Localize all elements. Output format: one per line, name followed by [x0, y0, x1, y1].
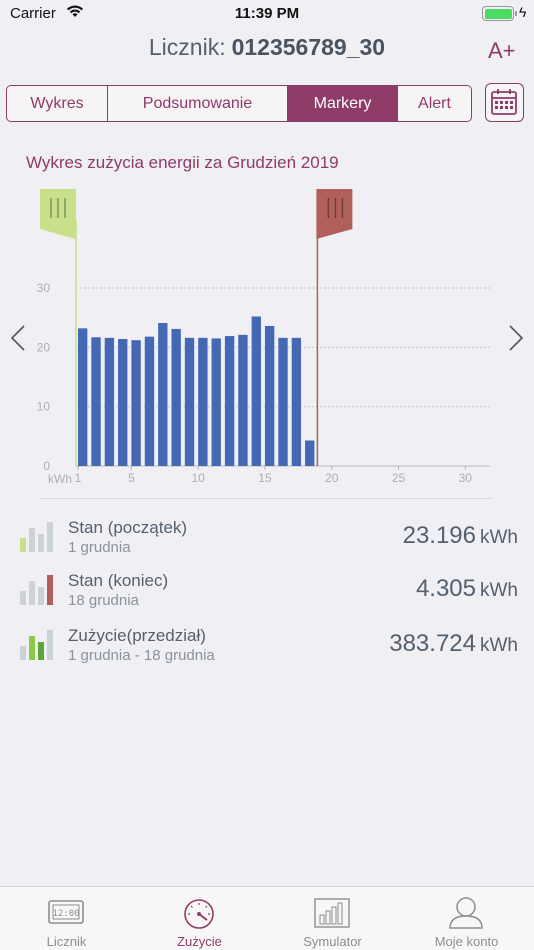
chevron-left-icon[interactable] — [10, 325, 25, 351]
bar-day-5 — [131, 340, 141, 466]
charging-icon: ϟ — [519, 4, 527, 20]
calendar-icon — [491, 89, 517, 115]
marker-flag-end[interactable] — [316, 189, 353, 239]
stat-value: 23.196 kWh — [402, 522, 518, 549]
tabbar-item-symulator[interactable]: Symulator — [266, 887, 399, 950]
bar-day-9 — [184, 337, 195, 466]
speedometer-icon — [184, 899, 214, 929]
bar-day-12 — [224, 336, 235, 466]
x-tick-label: 15 — [258, 471, 272, 485]
y-tick-label: 10 — [37, 400, 51, 414]
bar-day-15 — [264, 325, 275, 466]
bar-day-13 — [238, 334, 248, 466]
x-tick-label: 10 — [192, 471, 206, 485]
bar-day-8 — [171, 328, 181, 466]
stat-title: Zużycie(przedział) — [68, 626, 206, 645]
x-tick-label: 30 — [459, 471, 473, 485]
bars-end-icon — [20, 575, 53, 605]
tab-alert[interactable]: Alert — [418, 94, 451, 112]
battery-icon — [482, 6, 514, 21]
stat-subtitle: 1 grudnia — [68, 539, 131, 556]
carrier-label: Carrier — [10, 5, 56, 22]
y-tick-label: 20 — [37, 340, 51, 354]
tab-wykres[interactable]: Wykres — [7, 86, 108, 121]
bar-day-4 — [118, 339, 128, 466]
tabbar-item-licznik[interactable]: 12:00 Licznik — [0, 887, 133, 950]
chevron-right-icon[interactable] — [509, 325, 524, 351]
page-title: Licznik: 012356789_30 — [0, 34, 534, 70]
bars-range-icon — [20, 630, 53, 660]
wifi-icon — [67, 5, 83, 17]
tab-podsumowanie[interactable]: Podsumowanie — [108, 86, 288, 121]
clock-display-icon: 12:00 — [48, 900, 84, 924]
calendar-button[interactable] — [485, 83, 524, 122]
bar-day-11 — [211, 338, 221, 466]
y-tick-label: 30 — [37, 281, 51, 295]
bar-day-17 — [291, 337, 302, 466]
divider — [40, 498, 492, 499]
tabbar-item-moje-konto[interactable]: Moje konto — [400, 887, 533, 950]
view-segmented-control: Wykres Podsumowanie Markery Alert — [6, 85, 472, 122]
tab-bar: 12:00 Licznik Zużycie Symulator Moje kon… — [0, 886, 534, 950]
stat-value: 383.724 kWh — [389, 630, 518, 657]
tabbar-label: Moje konto — [434, 934, 499, 949]
user-icon — [449, 897, 483, 929]
meter-label: Licznik: — [148, 34, 226, 60]
bar-day-18 — [305, 440, 315, 466]
bar-day-1 — [78, 328, 88, 466]
x-tick-label: 5 — [128, 471, 135, 485]
y-axis-unit: kWh — [48, 472, 72, 486]
x-tick-label: 20 — [325, 471, 339, 485]
svg-text:12:00: 12:00 — [52, 909, 79, 919]
tab-markery[interactable]: Markery — [288, 86, 398, 121]
tabbar-label: Zużycie — [177, 934, 222, 949]
chart-title: Wykres zużycia energii za Grudzień 2019 — [26, 153, 339, 172]
bar-day-16 — [278, 337, 288, 466]
stat-title: Stan (koniec) — [68, 571, 169, 590]
y-tick-label: 0 — [43, 459, 50, 473]
clock-label: 11:39 PM — [234, 5, 300, 22]
bar-day-2 — [91, 337, 101, 466]
bar-day-3 — [104, 337, 115, 466]
stat-row-range: Zużycie(przedział) 1 grudnia - 18 grudni… — [18, 626, 518, 676]
bar-day-10 — [198, 337, 208, 466]
stat-row-start: Stan (początek) 1 grudnia 23.196 kWh — [18, 518, 518, 568]
tabbar-label: Licznik — [46, 934, 87, 949]
stat-subtitle: 1 grudnia - 18 grudnia — [68, 647, 215, 664]
x-tick-label: 1 — [75, 471, 82, 485]
tabbar-label: Symulator — [303, 934, 362, 949]
marker-flag-start[interactable] — [40, 189, 76, 239]
x-tick-label: 25 — [392, 471, 406, 485]
bar-day-7 — [158, 323, 168, 466]
bar-day-14 — [251, 316, 261, 466]
stat-subtitle: 18 grudnia — [68, 592, 139, 609]
stat-title: Stan (początek) — [68, 518, 188, 537]
stat-value: 4.305 kWh — [415, 575, 518, 602]
bar-day-6 — [144, 336, 155, 466]
meter-id: 012356789_30 — [231, 34, 386, 60]
bars-start-icon — [20, 522, 53, 552]
font-size-button[interactable]: A+ — [488, 38, 516, 63]
tabbar-item-zuzycie[interactable]: Zużycie — [133, 887, 266, 950]
stat-row-end: Stan (koniec) 18 grudnia 4.305 kWh — [18, 571, 518, 621]
bar-chart-icon — [314, 898, 350, 928]
status-bar: Carrier 11:39 PM ϟ — [0, 0, 534, 28]
